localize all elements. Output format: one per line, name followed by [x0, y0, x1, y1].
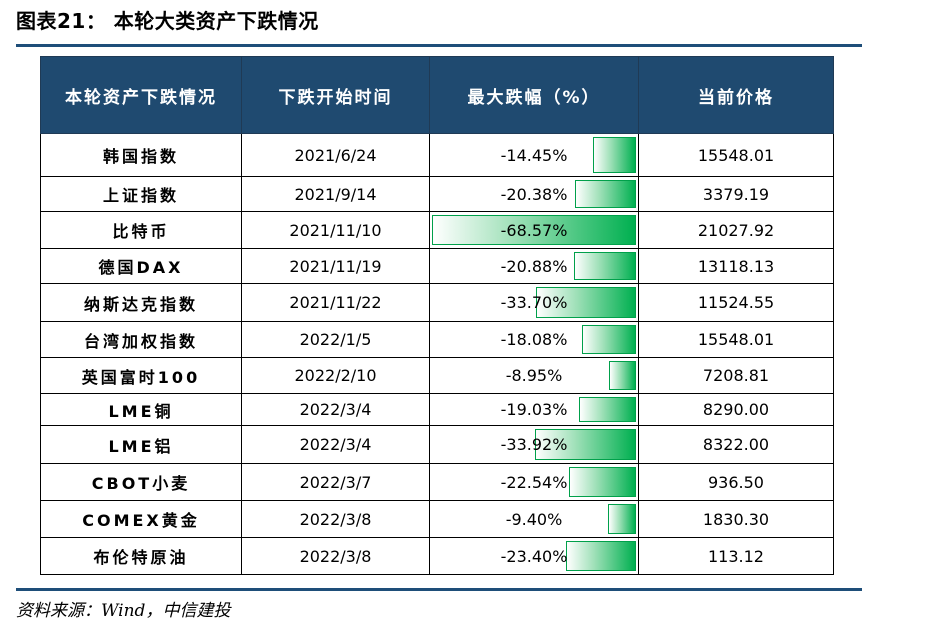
start-date-cell: 2021/11/22 — [241, 283, 430, 322]
start-date-cell: 2021/11/10 — [241, 211, 430, 249]
start-date-cell: 2021/6/24 — [241, 133, 430, 177]
drop-data-bar — [582, 325, 636, 354]
max-drop-cell: -14.45% — [429, 133, 639, 177]
current-price-cell: 21027.92 — [638, 211, 834, 249]
max-drop-cell: -9.40% — [429, 500, 639, 538]
drop-label: -19.03% — [500, 400, 568, 419]
start-date-cell: 2022/1/5 — [241, 321, 430, 358]
start-date-cell: 2022/3/4 — [241, 425, 430, 464]
table-row: 韩国指数 2021/6/24 -14.45% 15548.01 — [40, 133, 834, 177]
asset-name-cell: 德国DAX — [40, 248, 242, 284]
asset-name-cell: 上证指数 — [40, 176, 242, 212]
asset-name-cell: CBOT小麦 — [40, 463, 242, 501]
current-price-cell: 11524.55 — [638, 283, 834, 322]
top-rule — [16, 44, 862, 47]
figure-title: 图表21： 本轮大类资产下跌情况 — [16, 9, 319, 33]
table-row: CBOT小麦 2022/3/7 -22.54% 936.50 — [40, 463, 834, 501]
max-drop-cell: -20.38% — [429, 176, 639, 212]
asset-name-cell: 台湾加权指数 — [40, 321, 242, 358]
drop-label: -22.54% — [500, 472, 568, 492]
drop-data-bar — [593, 137, 636, 173]
table-row: 纳斯达克指数 2021/11/22 -33.70% 11524.55 — [40, 283, 834, 322]
current-price-cell: 8290.00 — [638, 393, 834, 426]
max-drop-cell: -68.57% — [429, 211, 639, 249]
drop-label: -14.45% — [500, 145, 568, 165]
drop-data-bar — [579, 397, 636, 422]
max-drop-cell: -20.88% — [429, 248, 639, 284]
bottom-rule — [16, 588, 862, 591]
max-drop-cell: -33.70% — [429, 283, 639, 322]
asset-name-cell: LME铝 — [40, 425, 242, 464]
drop-label: -68.57% — [500, 220, 568, 240]
header-asset: 本轮资产下跌情况 — [40, 56, 242, 134]
asset-name-cell: 纳斯达克指数 — [40, 283, 242, 322]
drop-label: -23.40% — [500, 546, 568, 566]
asset-decline-table: 本轮资产下跌情况 下跌开始时间 最大跌幅（%） 当前价格 韩国指数 2021/6/… — [40, 56, 834, 575]
drop-label: -33.70% — [500, 293, 568, 312]
header-max-drop: 最大跌幅（%） — [429, 56, 639, 134]
start-date-cell: 2022/2/10 — [241, 357, 430, 394]
asset-name-cell: 英国富时100 — [40, 357, 242, 394]
current-price-cell: 13118.13 — [638, 248, 834, 284]
current-price-cell: 1830.30 — [638, 500, 834, 538]
current-price-cell: 113.12 — [638, 537, 834, 575]
asset-name-cell: 韩国指数 — [40, 133, 242, 177]
source-note: 资料来源：Wind，中信建投 — [16, 601, 231, 621]
max-drop-cell: -8.95% — [429, 357, 639, 394]
table-row: 布伦特原油 2022/3/8 -23.40% 113.12 — [40, 537, 834, 575]
drop-data-bar — [568, 467, 636, 497]
current-price-cell: 3379.19 — [638, 176, 834, 212]
current-price-cell: 936.50 — [638, 463, 834, 501]
max-drop-cell: -22.54% — [429, 463, 639, 501]
max-drop-cell: -33.92% — [429, 425, 639, 464]
header-start-date: 下跌开始时间 — [241, 56, 430, 134]
drop-label: -8.95% — [505, 366, 563, 385]
current-price-cell: 15548.01 — [638, 133, 834, 177]
drop-data-bar — [566, 541, 636, 571]
start-date-cell: 2022/3/8 — [241, 500, 430, 538]
drop-data-bar — [535, 287, 636, 318]
table-body: 韩国指数 2021/6/24 -14.45% 15548.01 上证指数 2021/9/1… — [40, 133, 834, 575]
table-row: LME铜 2022/3/4 -19.03% 8290.00 — [40, 393, 834, 426]
drop-label: -20.38% — [500, 184, 568, 204]
table-row: 台湾加权指数 2022/1/5 -18.08% 15548.01 — [40, 321, 834, 358]
table-row: 德国DAX 2021/11/19 -20.88% 13118.13 — [40, 248, 834, 284]
asset-name-cell: 比特币 — [40, 211, 242, 249]
header-row: 本轮资产下跌情况 下跌开始时间 最大跌幅（%） 当前价格 — [40, 56, 834, 134]
drop-label: -9.40% — [505, 509, 563, 529]
drop-data-bar — [575, 180, 636, 208]
current-price-cell: 8322.00 — [638, 425, 834, 464]
start-date-cell: 2022/3/7 — [241, 463, 430, 501]
current-price-cell: 7208.81 — [638, 357, 834, 394]
max-drop-cell: -23.40% — [429, 537, 639, 575]
table-row: LME铝 2022/3/4 -33.92% 8322.00 — [40, 425, 834, 464]
drop-label: -33.92% — [500, 435, 568, 454]
start-date-cell: 2022/3/4 — [241, 393, 430, 426]
table-row: 比特币 2021/11/10 -68.57% 21027.92 — [40, 211, 834, 249]
asset-name-cell: COMEX黄金 — [40, 500, 242, 538]
asset-name-cell: 布伦特原油 — [40, 537, 242, 575]
max-drop-cell: -19.03% — [429, 393, 639, 426]
max-drop-cell: -18.08% — [429, 321, 639, 358]
drop-label: -20.88% — [500, 256, 568, 276]
start-date-cell: 2021/9/14 — [241, 176, 430, 212]
start-date-cell: 2021/11/19 — [241, 248, 430, 284]
drop-data-bar — [608, 504, 636, 534]
drop-label: -18.08% — [500, 330, 568, 349]
drop-data-bar — [535, 429, 636, 460]
asset-name-cell: LME铜 — [40, 393, 242, 426]
drop-data-bar — [573, 252, 636, 280]
table-row: 上证指数 2021/9/14 -20.38% 3379.19 — [40, 176, 834, 212]
header-current-price: 当前价格 — [638, 56, 834, 134]
table-row: COMEX黄金 2022/3/8 -9.40% 1830.30 — [40, 500, 834, 538]
drop-data-bar — [432, 215, 636, 245]
table-row: 英国富时100 2022/2/10 -8.95% 7208.81 — [40, 357, 834, 394]
current-price-cell: 15548.01 — [638, 321, 834, 358]
drop-data-bar — [609, 361, 636, 390]
start-date-cell: 2022/3/8 — [241, 537, 430, 575]
